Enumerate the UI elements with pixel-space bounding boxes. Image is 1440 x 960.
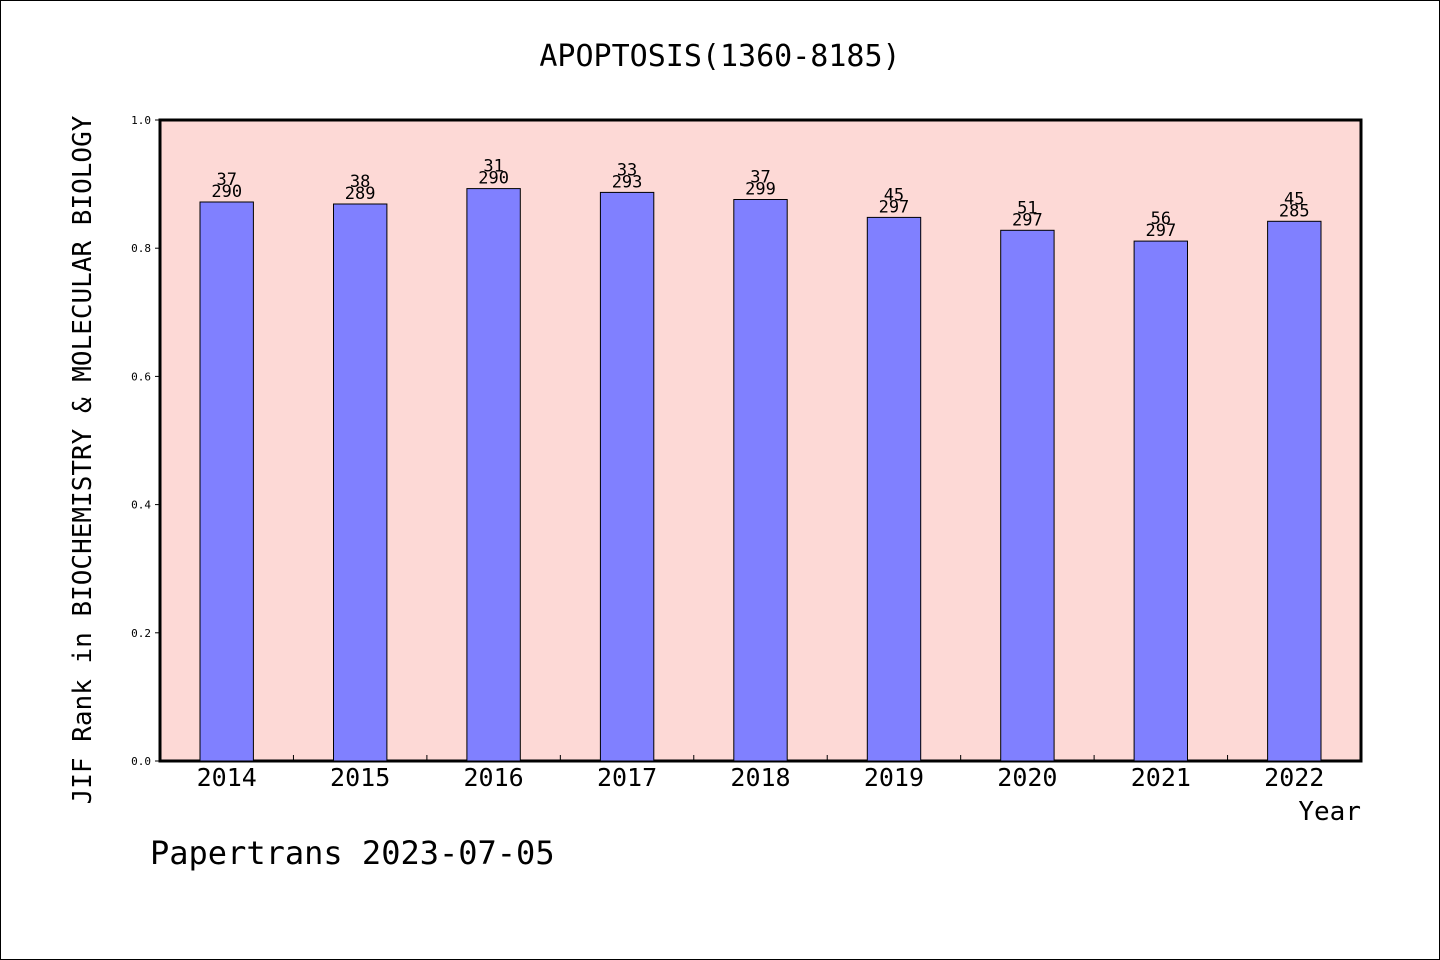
bar-total-label: 289: [345, 184, 376, 204]
bar-rank-label: 45: [1284, 189, 1304, 209]
bar-2015: [333, 203, 388, 762]
x-axis-label: Year: [1298, 797, 1361, 827]
y-axis-label: JIF Rank in BIOCHEMISTRY & MOLECULAR BIO…: [68, 115, 98, 804]
bar-total-label: 293: [612, 172, 643, 192]
bar-rank-label: 31: [483, 157, 503, 177]
x-tick-label: 2020: [997, 763, 1057, 792]
bar-total-label: 299: [745, 179, 776, 199]
x-tick-label: 2022: [1264, 763, 1324, 792]
ticks-layer: 2014 2015 2016 2017 2018 2019 2020 2021 2022 0.0 0…: [131, 114, 1324, 792]
bar-2020: [1000, 229, 1055, 762]
bar-total-label: 297: [1012, 210, 1043, 230]
chart-title: APOPTOSIS(1360-8185): [539, 39, 900, 74]
bar-2019: [866, 216, 922, 762]
bar-2022: [1267, 220, 1322, 762]
bar-rank-label: 33: [617, 160, 637, 180]
bar-rank-label: 37: [216, 170, 236, 190]
bar-2017: [599, 191, 655, 762]
footer-watermark: Papertrans 2023-07-05: [150, 834, 555, 872]
y-tick-label: 0.2: [131, 627, 151, 640]
y-tick-label: 0.0: [131, 755, 151, 768]
x-tick-label: 2021: [1131, 763, 1191, 792]
y-tick-label: 0.8: [131, 242, 151, 255]
bar-total-label: 297: [879, 197, 910, 217]
bar-rank-label: 45: [884, 185, 904, 205]
bar-rank-label: 37: [750, 167, 770, 187]
x-tick-label: 2014: [197, 763, 257, 792]
bar-rank-label: 56: [1151, 209, 1171, 229]
x-tick-label: 2015: [330, 763, 390, 792]
y-tick-label: 0.6: [131, 370, 151, 383]
y-tick-label: 0.4: [131, 499, 151, 512]
bar-2021: [1133, 240, 1188, 762]
x-tick-label: 2016: [464, 763, 524, 792]
bar-total-label: 285: [1279, 201, 1310, 221]
y-tick-label: 1.0: [131, 114, 151, 127]
x-tick-label: 2017: [597, 763, 657, 792]
x-tick-label: 2018: [730, 763, 790, 792]
x-tick-label: 2019: [864, 763, 924, 792]
bar-2016: [466, 188, 521, 762]
bar-rank-label: 51: [1017, 198, 1037, 218]
bar-total-label: 290: [211, 182, 242, 202]
bar-2018: [733, 199, 788, 762]
bar-2014: [199, 201, 254, 762]
bar-total-label: 290: [478, 169, 509, 189]
bar-total-label: 297: [1145, 221, 1176, 241]
bar-rank-label: 38: [350, 172, 370, 192]
